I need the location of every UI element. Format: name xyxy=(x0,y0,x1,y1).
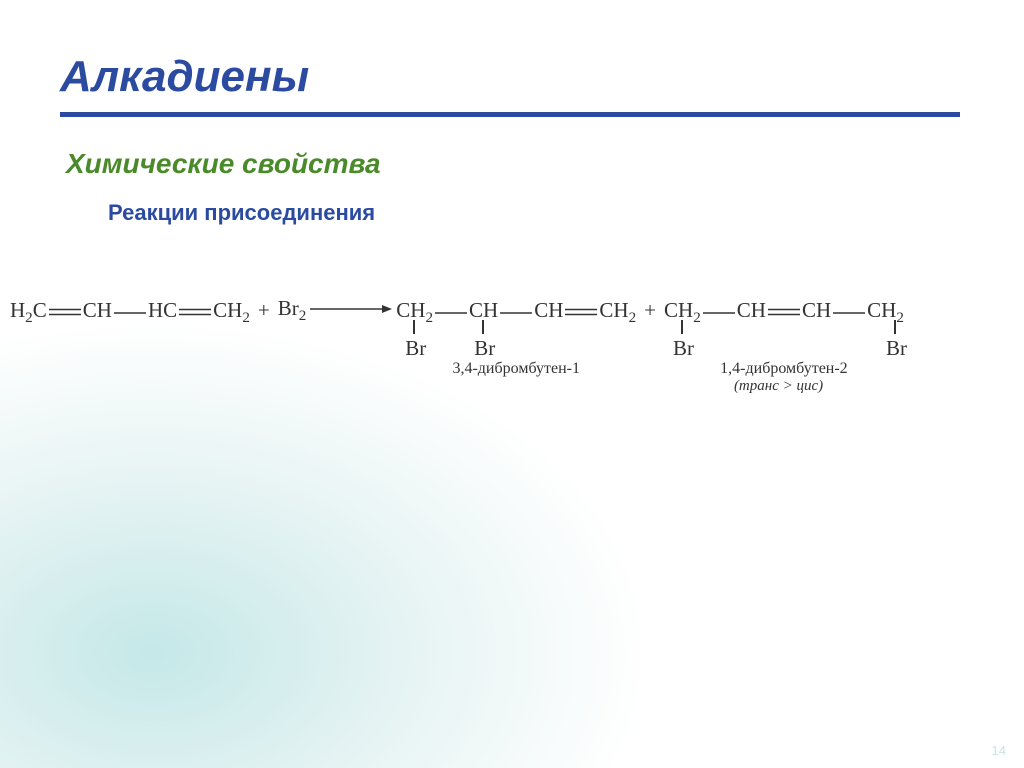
double-bond xyxy=(179,298,211,323)
plus-sign: + xyxy=(644,298,656,323)
atom: H2C xyxy=(10,300,47,321)
atom: CH xyxy=(469,300,498,321)
single-bond xyxy=(114,298,146,323)
atom: CH xyxy=(802,300,831,321)
atom: CH2 xyxy=(396,300,433,321)
atom: CH xyxy=(83,300,112,321)
vertical-bond xyxy=(894,320,896,334)
single-bond xyxy=(500,298,532,323)
product2-note: (транс > цис) xyxy=(734,378,823,395)
substituent-label: Br xyxy=(886,336,907,361)
section-heading: Реакции присоединения xyxy=(108,200,375,226)
atom: Br2 xyxy=(278,298,307,319)
vertical-bond xyxy=(681,320,683,334)
product-34-dibromobutene: CH2CHCHCH2BrBr xyxy=(396,298,636,325)
double-bond xyxy=(49,298,81,323)
double-bond xyxy=(565,298,597,323)
atom: CH2 xyxy=(867,300,904,321)
atom: CH xyxy=(737,300,766,321)
atom: CH2 xyxy=(664,300,701,321)
single-bond xyxy=(435,298,467,323)
substituent-label: Br xyxy=(474,336,495,361)
product-14-dibromobutene: CH2CHCHCH2BrBr xyxy=(664,298,904,325)
product1-label: 3,4-дибромбутен-1 xyxy=(436,360,596,378)
atom: CH2 xyxy=(213,300,250,321)
reactant-butadiene: H2C CH HC CH2 xyxy=(10,298,250,325)
reaction-scheme: H2CCHHCCH2+Br2CH2CHCHCH2BrBr+CH2CHCHCH2B… xyxy=(10,298,1014,325)
reaction-arrow xyxy=(310,296,392,321)
subtitle: Химические свойства xyxy=(66,148,381,180)
atom: CH2 xyxy=(599,300,636,321)
substituent-label: Br xyxy=(405,336,426,361)
plus-sign: + xyxy=(258,298,270,323)
single-bond xyxy=(833,298,865,323)
vertical-bond xyxy=(413,320,415,334)
title-underline xyxy=(60,112,960,117)
vertical-bond xyxy=(482,320,484,334)
atom: HC xyxy=(148,300,177,321)
atom: CH xyxy=(534,300,563,321)
double-bond xyxy=(768,298,800,323)
single-bond xyxy=(703,298,735,323)
slide-number: 14 xyxy=(992,743,1006,758)
product2-label: 1,4-дибромбутен-2 xyxy=(704,360,864,378)
substituent-label: Br xyxy=(673,336,694,361)
page-title: Алкадиены xyxy=(60,52,309,102)
